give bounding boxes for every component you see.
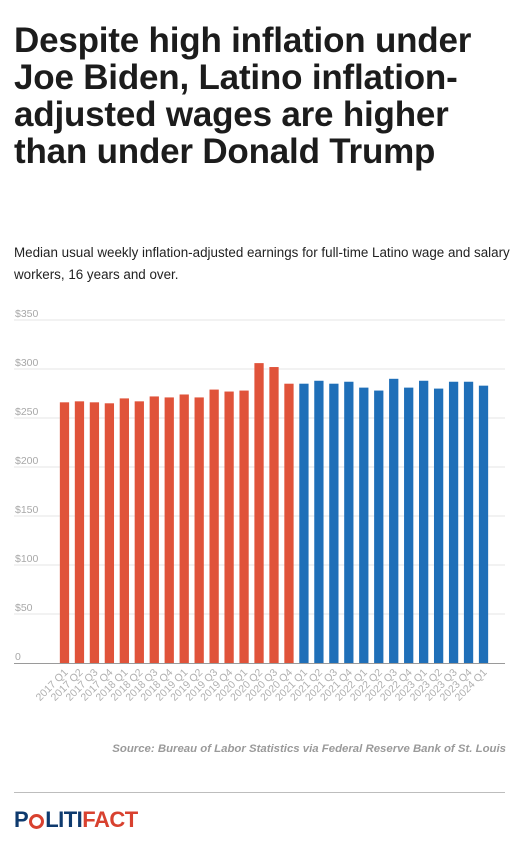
bar xyxy=(209,389,219,663)
logo-letter-p: P xyxy=(14,807,29,832)
bar xyxy=(374,390,384,663)
bar xyxy=(224,391,234,663)
y-tick-label: $100 xyxy=(15,553,39,565)
y-tick-label: $250 xyxy=(15,406,39,418)
bar xyxy=(164,397,174,663)
source-note: Source: Bureau of Labor Statistics via F… xyxy=(112,743,506,755)
bar xyxy=(179,394,189,663)
footer-divider xyxy=(14,792,505,793)
headline: Despite high inflation under Joe Biden, … xyxy=(14,21,472,171)
bar xyxy=(344,381,354,663)
bar xyxy=(104,403,115,663)
bar xyxy=(149,396,159,663)
bar xyxy=(134,401,144,663)
bar xyxy=(478,385,489,663)
bar xyxy=(239,390,249,663)
bar xyxy=(314,380,324,663)
bar xyxy=(59,402,70,663)
bar xyxy=(419,380,429,663)
bar xyxy=(74,401,85,663)
chart-subtitle: Median usual weekly inflation-adjusted e… xyxy=(14,245,510,282)
bar xyxy=(269,367,279,663)
bar xyxy=(448,381,459,663)
politifact-logo: P LITI FACT xyxy=(14,807,138,833)
y-tick-label: $50 xyxy=(15,602,33,614)
y-tick-label: 0 xyxy=(15,651,21,663)
logo-circle-icon xyxy=(29,813,45,829)
bar xyxy=(299,383,309,663)
y-tick-label: $300 xyxy=(15,357,39,369)
bar xyxy=(89,402,100,663)
logo-word-fact: FACT xyxy=(82,807,138,832)
bar xyxy=(194,397,204,663)
y-tick-label: $150 xyxy=(15,504,39,516)
bar xyxy=(404,387,414,663)
y-tick-label: $350 xyxy=(15,308,39,320)
logo-letters-liti: LITI xyxy=(45,807,83,832)
bar xyxy=(433,388,444,663)
bar xyxy=(329,383,339,663)
bar xyxy=(389,378,399,663)
bar xyxy=(463,381,474,663)
bar xyxy=(119,398,129,663)
bar xyxy=(284,383,294,663)
bar xyxy=(254,363,264,663)
y-tick-label: $200 xyxy=(15,455,39,467)
bar xyxy=(359,387,369,663)
